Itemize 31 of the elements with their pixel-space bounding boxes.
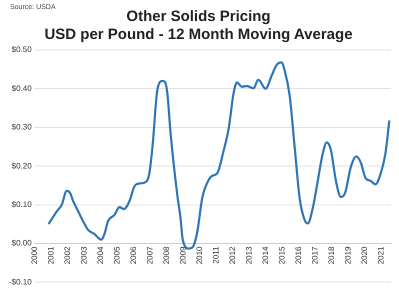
x-tick-label: 2021 [376, 246, 386, 264]
chart-subtitle: USD per Pound - 12 Month Moving Average [44, 26, 353, 44]
x-tick-label: 2013 [244, 246, 254, 264]
x-tick-label: 2019 [343, 246, 352, 264]
y-tick-label: $0.30 [12, 122, 32, 132]
y-tick-label: $0.50 [12, 45, 32, 54]
y-tick-label: $0.40 [12, 84, 32, 93]
x-tick-label: 2017 [310, 246, 320, 264]
x-tick-label: 2014 [260, 246, 270, 264]
x-tick-label: 2007 [145, 246, 154, 264]
y-tick-label: $0.10 [12, 200, 32, 210]
x-tick-label: 2003 [79, 246, 88, 264]
y-tick-label: $0.00 [12, 238, 32, 248]
y-tick-label: -$0.10 [8, 277, 32, 286]
x-tick-label: 2010 [194, 246, 204, 264]
x-tick-label: 2011 [211, 246, 220, 264]
x-tick-label: 2008 [162, 246, 171, 264]
x-tick-label: 2006 [128, 246, 138, 264]
x-tick-label: 2018 [326, 246, 336, 264]
x-tick-label: 2005 [112, 246, 122, 264]
x-tick-label: 2001 [46, 246, 56, 264]
x-tick-label: 2020 [360, 246, 369, 264]
x-tick-label: 2016 [294, 246, 303, 264]
x-tick-label: 2000 [30, 246, 39, 264]
x-tick-label: 2015 [277, 246, 286, 264]
x-tick-label: 2002 [62, 246, 72, 264]
y-tick-label: $0.20 [12, 161, 32, 170]
x-tick-label: 2004 [96, 246, 105, 264]
x-tick-label: 2012 [228, 246, 237, 264]
x-tick-label: 2009 [178, 246, 188, 264]
chart-title: Other Solids Pricing [126, 8, 271, 26]
